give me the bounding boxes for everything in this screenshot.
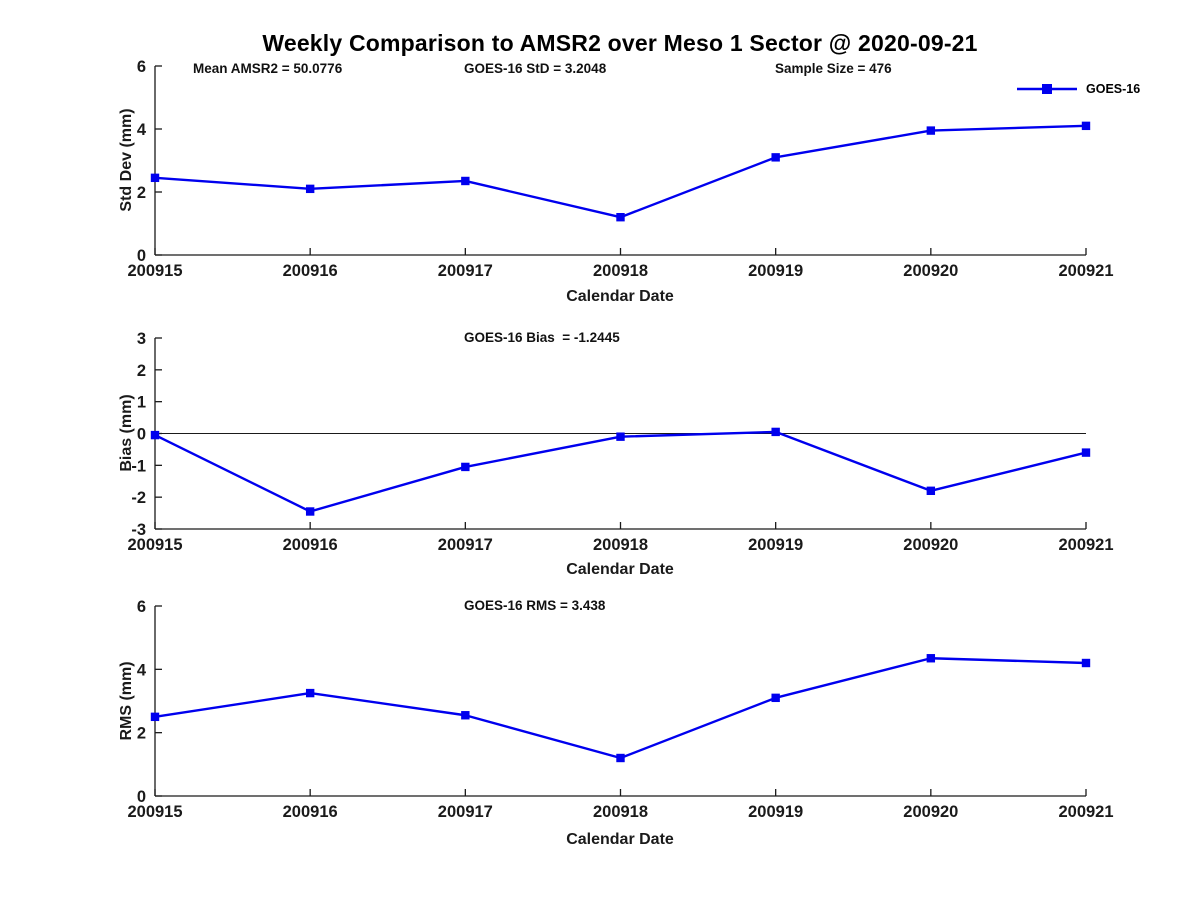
annotation-sample-size: Sample Size = 476 — [775, 61, 892, 76]
legend-line-marker-icon — [1017, 84, 1077, 94]
xlabel-calendar-date-1: Calendar Date — [566, 288, 674, 305]
y-tick-label: 4 — [137, 121, 147, 139]
x-tick-label: 200915 — [127, 803, 182, 821]
annotation-goes16-rms: GOES-16 RMS = 3.438 — [464, 598, 606, 613]
y-tick-label: 6 — [137, 598, 146, 616]
y-tick-label: 0 — [137, 788, 146, 806]
legend: GOES-16 — [1016, 81, 1140, 97]
x-tick-label: 200921 — [1058, 536, 1113, 554]
y-tick-label: 0 — [137, 426, 146, 444]
series-line-GOES-16 — [154, 430, 1087, 513]
xlabel-calendar-date-2: Calendar Date — [566, 561, 674, 578]
x-tick-label: 200920 — [903, 262, 958, 280]
y-tick-label: 3 — [137, 330, 146, 348]
x-tick-label: 200917 — [438, 536, 493, 554]
x-tick-label: 200915 — [127, 262, 182, 280]
xlabel-calendar-date-3: Calendar Date — [566, 831, 674, 848]
x-tick-label: 200921 — [1058, 262, 1113, 280]
y-tick-label: 0 — [137, 247, 146, 265]
series-line-GOES-16 — [154, 657, 1087, 760]
annotation-goes16-bias: GOES-16 Bias = -1.2445 — [464, 330, 620, 345]
data-point-marker — [616, 753, 625, 763]
data-point-marker — [1081, 658, 1091, 668]
y-tick-label: 2 — [137, 184, 146, 202]
x-tick-label: 200918 — [593, 803, 648, 821]
x-tick-label: 200919 — [748, 803, 803, 821]
data-point-marker — [461, 176, 470, 186]
x-tick-label: 200915 — [127, 536, 182, 554]
x-tick-label: 200920 — [903, 536, 958, 554]
series-line-GOES-16 — [154, 124, 1087, 219]
x-tick-label: 200916 — [283, 262, 338, 280]
y-tick-label: -1 — [131, 457, 146, 475]
x-tick-label: 200917 — [438, 803, 493, 821]
legend-label: GOES-16 — [1086, 82, 1141, 96]
x-tick-label: 200919 — [748, 536, 803, 554]
data-point-marker — [926, 126, 936, 135]
data-point-marker — [616, 432, 625, 441]
data-point-marker — [305, 507, 315, 516]
y-tick-label: -2 — [131, 489, 146, 507]
data-point-marker — [771, 427, 780, 437]
data-point-marker — [926, 486, 936, 495]
data-point-marker — [150, 430, 160, 440]
x-tick-label: 200919 — [748, 262, 803, 280]
annotation-mean-amsr2: Mean AMSR2 = 50.0776 — [193, 61, 343, 76]
data-point-marker — [305, 688, 315, 698]
x-tick-label: 200916 — [283, 536, 338, 554]
x-tick-label: 200917 — [438, 262, 493, 280]
data-point-marker — [771, 693, 780, 703]
data-point-marker — [926, 654, 936, 663]
data-point-marker — [1081, 121, 1091, 131]
x-tick-label: 200921 — [1058, 803, 1113, 821]
data-point-marker — [461, 462, 470, 472]
y-tick-label: 1 — [137, 394, 146, 412]
data-point-marker — [305, 184, 315, 194]
data-point-marker — [150, 173, 160, 183]
y-tick-label: 2 — [137, 362, 146, 380]
x-tick-label: 200916 — [283, 803, 338, 821]
figure-title: Weekly Comparison to AMSR2 over Meso 1 S… — [262, 30, 978, 56]
x-tick-label: 200918 — [593, 262, 648, 280]
data-point-marker — [150, 712, 160, 722]
data-point-marker — [771, 153, 780, 162]
x-tick-label: 200920 — [903, 803, 958, 821]
y-tick-label: -3 — [131, 521, 146, 539]
y-tick-label: 6 — [137, 58, 146, 76]
annotation-goes16-std: GOES-16 StD = 3.2048 — [464, 61, 607, 76]
data-point-marker — [616, 213, 625, 222]
x-tick-label: 200918 — [593, 536, 648, 554]
y-tick-label: 4 — [137, 661, 147, 679]
y-tick-label: 2 — [137, 725, 146, 743]
data-point-marker — [461, 711, 470, 720]
data-point-marker — [1081, 448, 1091, 457]
